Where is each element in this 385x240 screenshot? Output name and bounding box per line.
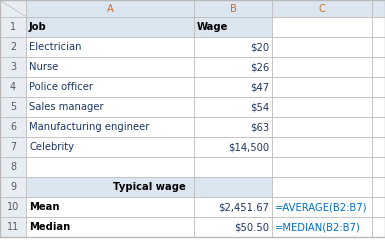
Text: 1: 1 xyxy=(10,22,16,32)
Text: 2: 2 xyxy=(10,42,16,52)
Bar xyxy=(26,117,194,137)
Text: Sales manager: Sales manager xyxy=(29,102,104,112)
Bar xyxy=(372,137,385,157)
Bar xyxy=(372,157,385,177)
Text: 7: 7 xyxy=(10,142,16,152)
Bar xyxy=(194,97,272,117)
Bar xyxy=(372,0,385,17)
Text: Police officer: Police officer xyxy=(29,82,93,92)
Bar xyxy=(0,57,26,77)
Bar xyxy=(194,17,272,37)
Text: 11: 11 xyxy=(7,222,19,232)
Bar xyxy=(26,37,194,57)
Bar xyxy=(272,37,372,57)
Text: A: A xyxy=(107,4,114,13)
Bar xyxy=(372,57,385,77)
Bar xyxy=(0,137,26,157)
Bar xyxy=(0,77,26,97)
Bar xyxy=(0,0,26,17)
Bar xyxy=(272,17,372,37)
Bar xyxy=(26,177,194,197)
Bar xyxy=(272,217,372,237)
Bar xyxy=(26,77,194,97)
Text: $54: $54 xyxy=(250,102,269,112)
Text: Typical wage: Typical wage xyxy=(113,182,185,192)
Bar xyxy=(272,97,372,117)
Bar xyxy=(194,37,272,57)
Bar xyxy=(26,0,194,17)
Text: 6: 6 xyxy=(10,122,16,132)
Bar xyxy=(0,37,26,57)
Bar xyxy=(372,17,385,37)
Bar xyxy=(26,217,194,237)
Text: 5: 5 xyxy=(10,102,16,112)
Bar xyxy=(26,137,194,157)
Text: $14,500: $14,500 xyxy=(228,142,269,152)
Text: Nurse: Nurse xyxy=(29,62,59,72)
Text: $20: $20 xyxy=(250,42,269,52)
Text: Electrician: Electrician xyxy=(29,42,82,52)
Bar xyxy=(0,217,26,237)
Bar xyxy=(272,137,372,157)
Bar xyxy=(194,57,272,77)
Bar xyxy=(26,57,194,77)
Text: $50.50: $50.50 xyxy=(234,222,269,232)
Text: 4: 4 xyxy=(10,82,16,92)
Text: 3: 3 xyxy=(10,62,16,72)
Bar xyxy=(26,97,194,117)
Text: Mean: Mean xyxy=(29,202,60,212)
Bar xyxy=(194,117,272,137)
Text: B: B xyxy=(229,4,236,13)
Text: $63: $63 xyxy=(250,122,269,132)
Text: 10: 10 xyxy=(7,202,19,212)
Bar xyxy=(26,197,194,217)
Bar xyxy=(26,17,194,37)
Bar xyxy=(194,137,272,157)
Bar xyxy=(194,177,272,197)
Bar xyxy=(0,17,26,37)
Bar xyxy=(194,77,272,97)
Bar xyxy=(272,57,372,77)
Text: =MEDIAN(B2:B7): =MEDIAN(B2:B7) xyxy=(275,222,361,232)
Bar xyxy=(194,197,272,217)
Bar xyxy=(0,177,26,197)
Bar xyxy=(0,117,26,137)
Text: 8: 8 xyxy=(10,162,16,172)
Bar xyxy=(272,77,372,97)
Bar xyxy=(372,37,385,57)
Text: C: C xyxy=(318,4,325,13)
Bar xyxy=(272,177,372,197)
Bar xyxy=(194,217,272,237)
Bar xyxy=(194,0,272,17)
Text: $2,451.67: $2,451.67 xyxy=(218,202,269,212)
Bar xyxy=(26,157,194,177)
Bar xyxy=(0,157,26,177)
Bar xyxy=(372,97,385,117)
Bar xyxy=(372,117,385,137)
Bar xyxy=(194,157,272,177)
Bar xyxy=(272,197,372,217)
Bar xyxy=(372,177,385,197)
Text: Job: Job xyxy=(29,22,47,32)
Bar xyxy=(372,77,385,97)
Bar xyxy=(0,197,26,217)
Bar xyxy=(272,157,372,177)
Bar xyxy=(372,197,385,217)
Text: $47: $47 xyxy=(250,82,269,92)
Text: Wage: Wage xyxy=(197,22,228,32)
Bar xyxy=(0,97,26,117)
Text: $26: $26 xyxy=(250,62,269,72)
Text: Celebrity: Celebrity xyxy=(29,142,74,152)
Bar xyxy=(372,217,385,237)
Text: 9: 9 xyxy=(10,182,16,192)
Text: Manufacturing engineer: Manufacturing engineer xyxy=(29,122,149,132)
Bar xyxy=(272,117,372,137)
Text: Median: Median xyxy=(29,222,70,232)
Bar xyxy=(272,0,372,17)
Text: =AVERAGE(B2:B7): =AVERAGE(B2:B7) xyxy=(275,202,368,212)
